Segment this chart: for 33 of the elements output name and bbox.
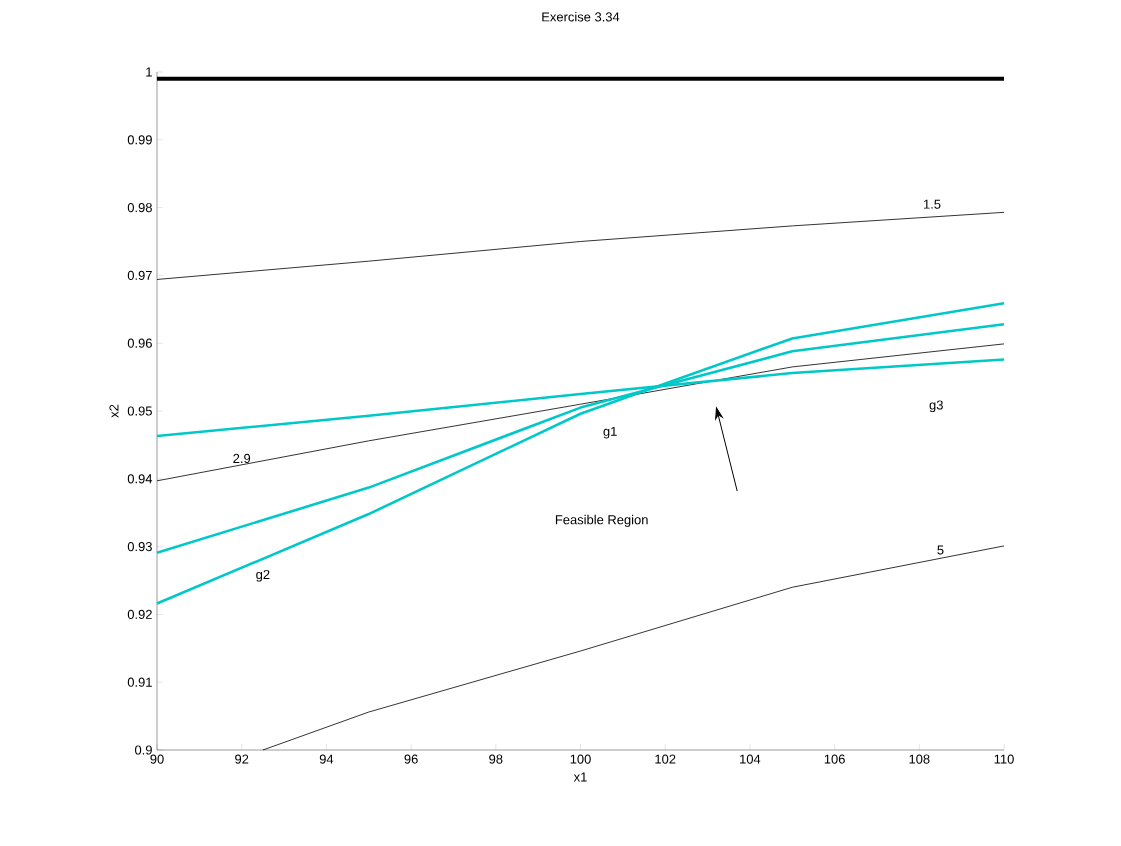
y-tick-label: 0.98 xyxy=(127,203,152,213)
annotation: g1 xyxy=(603,426,617,439)
x-tick-label: 108 xyxy=(909,754,930,764)
x-tick-label: 106 xyxy=(824,754,845,764)
y-tick-label: 0.94 xyxy=(127,474,153,484)
annotation: g3 xyxy=(929,400,943,413)
y-tick-label: 0.99 xyxy=(127,135,152,145)
annotation: 1.5 xyxy=(923,199,941,209)
x-tick-label: 98 xyxy=(489,754,503,764)
x-tick-label: 94 xyxy=(319,754,334,764)
y-tick-label: 0.93 xyxy=(127,542,152,552)
annotation: 2.9 xyxy=(233,453,251,464)
y-tick-label: 1 xyxy=(146,67,152,77)
y-tick-label: 0.95 xyxy=(127,406,152,416)
x-tick-label: 102 xyxy=(655,754,676,764)
x-tick-label: 90 xyxy=(150,754,164,764)
chart-title: Exercise 3.34 xyxy=(542,11,620,22)
x-tick-label: 100 xyxy=(570,754,591,764)
y-tick-label: 0.9 xyxy=(134,745,152,755)
annotation: g2 xyxy=(256,569,270,582)
x-tick-label: 110 xyxy=(994,754,1014,764)
x-axis-title: x1 xyxy=(573,772,587,782)
x-tick-label: 92 xyxy=(235,754,249,764)
x-tick-label: 104 xyxy=(740,754,761,764)
y-axis-title: x2 xyxy=(109,404,119,418)
y-tick-label: 0.92 xyxy=(127,609,152,619)
y-tick-label: 0.91 xyxy=(127,677,152,687)
x-tick-label: 96 xyxy=(404,754,418,764)
y-tick-label: 0.96 xyxy=(127,338,152,348)
annotation: 5 xyxy=(937,545,944,555)
line-series xyxy=(155,301,1006,605)
y-tick-label: 0.97 xyxy=(127,270,152,280)
annotation: Feasible Region xyxy=(555,514,648,527)
